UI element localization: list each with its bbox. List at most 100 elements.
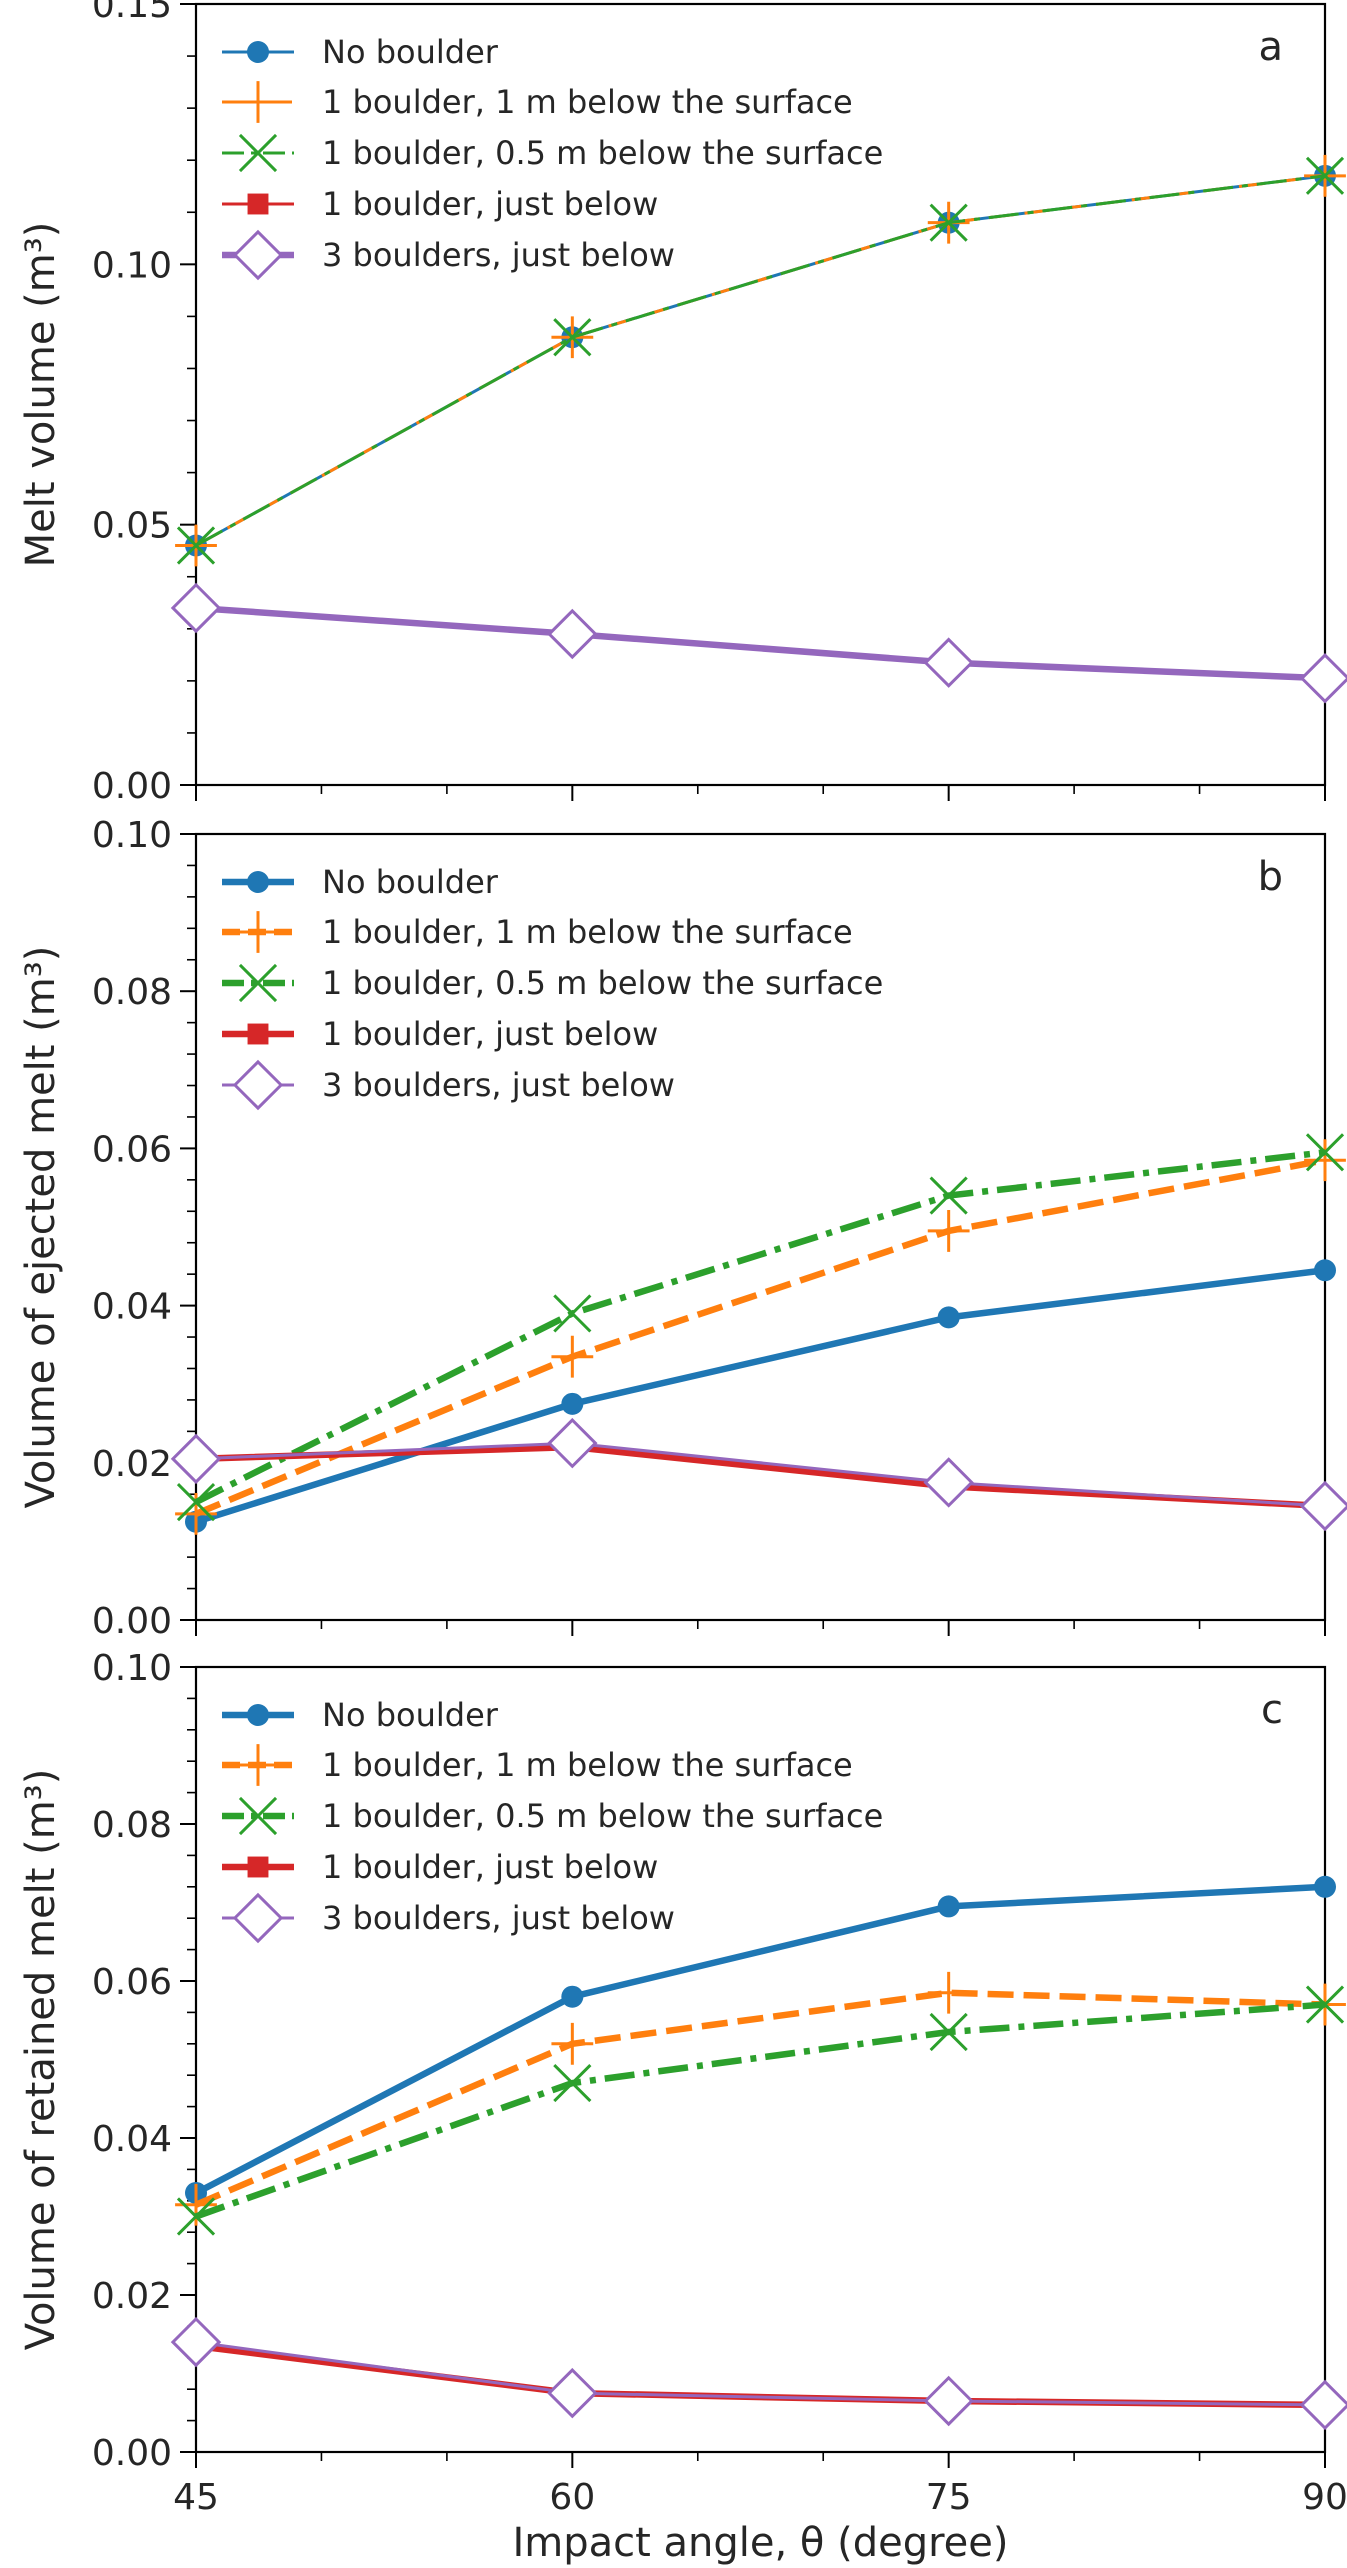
data-point-1-boulder-0-5-m-below-the-surface <box>1305 1985 1345 2024</box>
data-point-3-boulders-just-below <box>1299 1480 1347 1532</box>
data-point-no-boulder <box>1314 1259 1336 1282</box>
y-tick-label: 0.10 <box>92 245 172 286</box>
legend-marker-1-boulder-just-below <box>247 1856 269 1878</box>
data-point-1-boulder-0-5-m-below-the-surface <box>176 2197 216 2236</box>
legend-marker-1-boulder-1-m-below-the-surface <box>237 81 279 123</box>
series-line-1-boulder-0-5-m-below-the-surface <box>194 2001 1326 2220</box>
legend-marker-1-boulder-just-below <box>247 193 269 215</box>
x-tick-label: 45 <box>173 2477 219 2518</box>
x-tick-label: 75 <box>926 2477 972 2518</box>
series-line-1-boulder-0-5-m-below-the-surface <box>195 174 1326 547</box>
y-axis-label: Volume of retained melt (m³) <box>18 1769 64 2351</box>
y-tick-label: 0.06 <box>92 1129 172 1170</box>
data-point-1-boulder-0-5-m-below-the-surface <box>1305 1133 1345 1172</box>
legend-label-no-boulder: No boulder <box>322 1696 499 1734</box>
legend-marker-no-boulder <box>247 41 269 63</box>
data-point-no-boulder <box>937 1895 960 1918</box>
legend-label-1-boulder-1-m-below-the-surface: 1 boulder, 1 m below the surface <box>322 913 853 951</box>
data-point-1-boulder-1-m-below-the-surface <box>927 1971 970 2014</box>
series-no-boulder <box>185 164 1336 557</box>
data-point-1-boulder-0-5-m-below-the-surface <box>929 203 968 242</box>
data-point-1-boulder-0-5-m-below-the-surface <box>1305 156 1345 195</box>
plot-frame <box>194 2 1327 787</box>
y-tick-label: 0.08 <box>92 972 172 1013</box>
series-line-3-boulders-just-below <box>195 1441 1326 1508</box>
series-line-1-boulder-1-m-below-the-surface <box>195 174 1326 547</box>
legend-marker-3-boulders-just-below <box>232 229 284 281</box>
series-line-no-boulder <box>195 1267 1326 1525</box>
plot-frame <box>194 832 1327 1622</box>
x-axis-label: Impact angle, θ (degree) <box>512 2520 1008 2566</box>
legend-marker-1-boulder-1-m-below-the-surface <box>237 1744 279 1786</box>
legend-label-3-boulders-just-below: 3 boulders, just below <box>322 1066 675 1104</box>
y-tick-label: 0.04 <box>92 1287 172 1328</box>
x-tick-label: 90 <box>1302 2477 1347 2518</box>
legend-marker-1-boulder-0-5-m-below-the-surface <box>238 133 278 173</box>
legend: No boulder 1 boulder, 1 m below the surfa… <box>222 1696 883 1944</box>
series-line-1-boulder-1-m-below-the-surface <box>194 1989 1326 2208</box>
series-line-no-boulder <box>195 174 1326 547</box>
y-tick-label: 0.05 <box>92 506 172 547</box>
data-point-no-boulder <box>561 1985 584 2008</box>
data-point-1-boulder-0-5-m-below-the-surface <box>176 1482 216 1522</box>
y-axis-label: Melt volume (m³) <box>18 222 64 568</box>
data-point-3-boulders-just-below <box>170 582 222 634</box>
legend-marker-no-boulder <box>247 1704 269 1726</box>
y-tick-label: 0.08 <box>92 1805 172 1846</box>
legend-label-no-boulder: No boulder <box>322 863 499 901</box>
legend-label-1-boulder-just-below: 1 boulder, just below <box>322 185 658 223</box>
series-3-boulders-just-below <box>170 2316 1347 2431</box>
y-tick-label: 0.02 <box>92 1444 172 1485</box>
data-point-3-boulders-just-below <box>1299 653 1347 704</box>
panel-letter: a <box>1258 24 1283 70</box>
legend-marker-1-boulder-1-m-below-the-surface <box>237 911 279 953</box>
data-point-1-boulder-0-5-m-below-the-surface <box>553 318 592 357</box>
legend-marker-3-boulders-just-below <box>232 1059 284 1111</box>
data-point-1-boulder-1-m-below-the-surface <box>927 1210 970 1252</box>
series-1-boulder-0-5-m-below-the-surface <box>176 1985 1345 2236</box>
series-line-1-boulder-just-below <box>195 1443 1326 1510</box>
data-point-1-boulder-1-m-below-the-surface <box>551 1335 594 1378</box>
series-line-3-boulders-just-below <box>195 2340 1326 2407</box>
legend-label-3-boulders-just-below: 3 boulders, just below <box>322 1899 675 1937</box>
y-tick-label: 0.00 <box>92 766 172 807</box>
series-1-boulder-just-below <box>185 1436 1336 1517</box>
data-point-no-boulder <box>561 1392 584 1415</box>
data-point-3-boulders-just-below <box>170 1433 222 1485</box>
panel-letter: b <box>1258 854 1283 900</box>
y-tick-label: 0.15 <box>92 0 172 26</box>
data-point-1-boulder-0-5-m-below-the-surface <box>553 1294 592 1333</box>
series-1-boulder-0-5-m-below-the-surface <box>176 1133 1345 1522</box>
y-tick-label: 0.00 <box>92 1601 172 1642</box>
y-axis-label: Volume of ejected melt (m³) <box>18 946 64 1509</box>
legend-label-1-boulder-1-m-below-the-surface: 1 boulder, 1 m below the surface <box>322 83 853 121</box>
data-point-1-boulder-0-5-m-below-the-surface <box>929 1176 968 1215</box>
y-tick-label: 0.04 <box>92 2119 172 2160</box>
legend-label-1-boulder-just-below: 1 boulder, just below <box>322 1848 658 1886</box>
series-1-boulder-just-below <box>185 597 1336 689</box>
legend-label-1-boulder-0-5-m-below-the-surface: 1 boulder, 0.5 m below the surface <box>322 964 883 1002</box>
data-point-1-boulder-0-5-m-below-the-surface <box>553 2063 592 2103</box>
panel-b: 0.00 0.02 0.04 0.06 0.08 0.10 Volume of ejecte… <box>18 815 1347 1642</box>
data-point-1-boulder-0-5-m-below-the-surface <box>929 2012 968 2052</box>
data-point-1-boulder-1-m-below-the-surface <box>175 2183 217 2226</box>
data-point-3-boulders-just-below <box>547 608 598 660</box>
panel-c: 0.00 0.02 0.04 0.06 0.08 0.10 Volume of retain… <box>18 1648 1347 2566</box>
legend-label-1-boulder-just-below: 1 boulder, just below <box>322 1015 658 1053</box>
series-1-boulder-0-5-m-below-the-surface <box>176 156 1345 565</box>
data-point-1-boulder-1-m-below-the-surface <box>1304 1139 1346 1182</box>
legend-marker-3-boulders-just-below <box>232 1892 284 1944</box>
y-tick-label: 0.10 <box>92 815 172 856</box>
data-point-3-boulders-just-below <box>547 1417 598 1469</box>
series-3-boulders-just-below <box>170 582 1347 704</box>
panel-a: 0.00 0.05 0.10 0.15 Melt volume (m³) a No boul… <box>18 0 1347 807</box>
data-point-3-boulders-just-below <box>923 1457 974 1508</box>
legend-label-1-boulder-0-5-m-below-the-surface: 1 boulder, 0.5 m below the surface <box>322 1797 883 1835</box>
data-point-3-boulders-just-below <box>170 2316 222 2368</box>
legend-marker-1-boulder-0-5-m-below-the-surface <box>238 963 278 1003</box>
x-tick-label: 60 <box>549 2477 595 2518</box>
series-line-1-boulder-1-m-below-the-surface <box>194 1156 1326 1517</box>
series-line-3-boulders-just-below <box>195 604 1326 682</box>
plot-frame <box>194 1665 1327 2454</box>
legend: No boulder 1 boulder, 1 m below the surfa… <box>222 863 883 1111</box>
